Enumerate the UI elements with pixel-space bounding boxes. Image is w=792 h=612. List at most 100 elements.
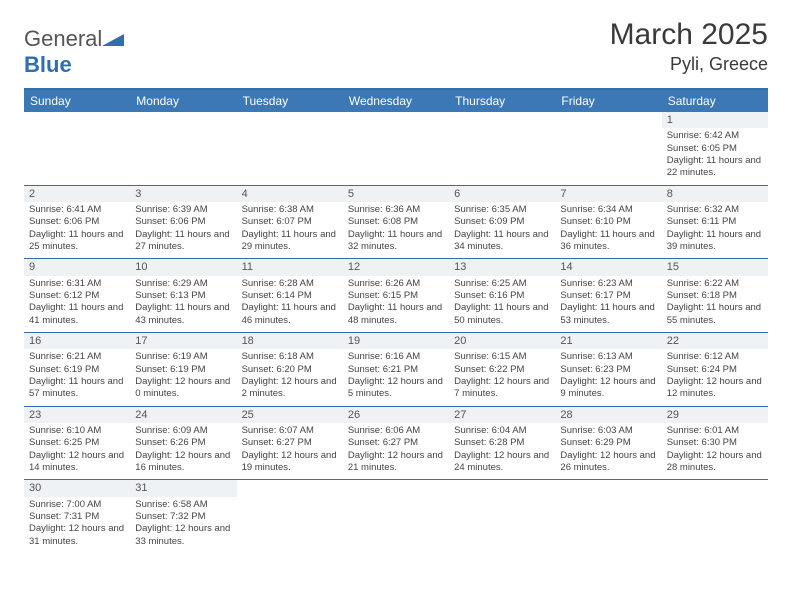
day-number: 8	[662, 186, 768, 202]
day-info: Sunrise: 6:10 AMSunset: 6:25 PMDaylight:…	[29, 425, 125, 474]
day-info: Sunrise: 6:58 AMSunset: 7:32 PMDaylight:…	[135, 499, 231, 548]
day-number: 25	[237, 407, 343, 423]
sunrise-text: Sunrise: 6:36 AM	[348, 204, 444, 216]
day-cell: 31Sunrise: 6:58 AMSunset: 7:32 PMDayligh…	[130, 480, 236, 553]
sunset-text: Sunset: 6:15 PM	[348, 290, 444, 302]
sunrise-text: Sunrise: 6:35 AM	[454, 204, 550, 216]
daylight-text: Daylight: 12 hours and 2 minutes.	[242, 376, 338, 401]
day-info: Sunrise: 6:38 AMSunset: 6:07 PMDaylight:…	[242, 204, 338, 253]
day-cell: 12Sunrise: 6:26 AMSunset: 6:15 PMDayligh…	[343, 259, 449, 332]
sunrise-text: Sunrise: 6:21 AM	[29, 351, 125, 363]
sunset-text: Sunset: 6:22 PM	[454, 364, 550, 376]
sunset-text: Sunset: 6:10 PM	[560, 216, 656, 228]
day-info: Sunrise: 6:07 AMSunset: 6:27 PMDaylight:…	[242, 425, 338, 474]
day-number: 30	[24, 480, 130, 496]
daylight-text: Daylight: 11 hours and 46 minutes.	[242, 302, 338, 327]
day-cell: 5Sunrise: 6:36 AMSunset: 6:08 PMDaylight…	[343, 186, 449, 259]
sunset-text: Sunset: 6:21 PM	[348, 364, 444, 376]
sunrise-text: Sunrise: 6:28 AM	[242, 278, 338, 290]
calendar-body: 1Sunrise: 6:42 AMSunset: 6:05 PMDaylight…	[24, 112, 768, 553]
day-cell: 28 Sunrise: 6:03 AMSunset: 6:29 PMDayligh…	[555, 407, 661, 480]
weekday-saturday: Saturday	[662, 90, 768, 112]
sunrise-text: Sunrise: 6:29 AM	[135, 278, 231, 290]
day-info: Sunrise: 6:31 AMSunset: 6:12 PMDaylight:…	[29, 278, 125, 327]
sunset-text: Sunset: 6:30 PM	[667, 437, 763, 449]
day-cell: 27Sunrise: 6:04 AMSunset: 6:28 PMDayligh…	[449, 407, 555, 480]
sunrise-text: Sunrise: 6:38 AM	[242, 204, 338, 216]
sunset-text: Sunset: 6:19 PM	[135, 364, 231, 376]
sunrise-text: Sunrise: 6:12 AM	[667, 351, 763, 363]
sunset-text: Sunset: 6:24 PM	[667, 364, 763, 376]
sunrise-text: Sunrise: 6:07 AM	[242, 425, 338, 437]
weekday-wednesday: Wednesday	[343, 90, 449, 112]
week-row: 23Sunrise: 6:10 AMSunset: 6:25 PMDayligh…	[24, 407, 768, 481]
sunrise-text: Sunrise: 6:26 AM	[348, 278, 444, 290]
day-number: 15	[662, 259, 768, 275]
daylight-text: Daylight: 11 hours and 43 minutes.	[135, 302, 231, 327]
sunrise-text: Sunrise: 6:31 AM	[29, 278, 125, 290]
day-info: Sunrise: 6:03 AMSunset: 6:29 PMDaylight:…	[560, 425, 656, 474]
sunset-text: Sunset: 6:16 PM	[454, 290, 550, 302]
sunrise-text: Sunrise: 6:10 AM	[29, 425, 125, 437]
sunset-text: Sunset: 6:06 PM	[135, 216, 231, 228]
brand-part1: General	[24, 26, 102, 51]
day-info: Sunrise: 6:26 AMSunset: 6:15 PMDaylight:…	[348, 278, 444, 327]
day-number: 28	[555, 407, 661, 423]
day-number: 22	[662, 333, 768, 349]
day-cell: 16Sunrise: 6:21 AMSunset: 6:19 PMDayligh…	[24, 333, 130, 406]
day-info: Sunrise: 6:01 AMSunset: 6:30 PMDaylight:…	[667, 425, 763, 474]
weekday-tuesday: Tuesday	[237, 90, 343, 112]
weekday-sunday: Sunday	[24, 90, 130, 112]
sunrise-text: Sunrise: 6:04 AM	[454, 425, 550, 437]
daylight-text: Daylight: 12 hours and 28 minutes.	[667, 450, 763, 475]
day-info: Sunrise: 6:06 AMSunset: 6:27 PMDaylight:…	[348, 425, 444, 474]
daylight-text: Daylight: 12 hours and 5 minutes.	[348, 376, 444, 401]
day-info: Sunrise: 6:16 AMSunset: 6:21 PMDaylight:…	[348, 351, 444, 400]
daylight-text: Daylight: 12 hours and 16 minutes.	[135, 450, 231, 475]
day-info: Sunrise: 6:19 AMSunset: 6:19 PMDaylight:…	[135, 351, 231, 400]
day-cell: 23Sunrise: 6:10 AMSunset: 6:25 PMDayligh…	[24, 407, 130, 480]
sunset-text: Sunset: 6:27 PM	[242, 437, 338, 449]
day-number: 2	[24, 186, 130, 202]
sunrise-text: Sunrise: 6:42 AM	[667, 130, 763, 142]
day-info: Sunrise: 6:25 AMSunset: 6:16 PMDaylight:…	[454, 278, 550, 327]
sunrise-text: Sunrise: 7:00 AM	[29, 499, 125, 511]
daylight-text: Daylight: 12 hours and 31 minutes.	[29, 523, 125, 548]
sunset-text: Sunset: 6:26 PM	[135, 437, 231, 449]
day-cell: 6 Sunrise: 6:35 AMSunset: 6:09 PMDaylight…	[449, 186, 555, 259]
empty-cell	[237, 480, 343, 553]
daylight-text: Daylight: 12 hours and 21 minutes.	[348, 450, 444, 475]
sunrise-text: Sunrise: 6:06 AM	[348, 425, 444, 437]
sunrise-text: Sunrise: 6:18 AM	[242, 351, 338, 363]
day-cell: 19 Sunrise: 6:16 AMSunset: 6:21 PMDayligh…	[343, 333, 449, 406]
daylight-text: Daylight: 12 hours and 9 minutes.	[560, 376, 656, 401]
day-cell: 26Sunrise: 6:06 AMSunset: 6:27 PMDayligh…	[343, 407, 449, 480]
daylight-text: Daylight: 11 hours and 57 minutes.	[29, 376, 125, 401]
day-number: 6	[449, 186, 555, 202]
day-cell: 29Sunrise: 6:01 AMSunset: 6:30 PMDayligh…	[662, 407, 768, 480]
daylight-text: Daylight: 12 hours and 7 minutes.	[454, 376, 550, 401]
sunset-text: Sunset: 6:06 PM	[29, 216, 125, 228]
week-row: 2Sunrise: 6:41 AMSunset: 6:06 PMDaylight…	[24, 186, 768, 260]
day-info: Sunrise: 6:23 AMSunset: 6:17 PMDaylight:…	[560, 278, 656, 327]
day-cell: 9Sunrise: 6:31 AMSunset: 6:12 PMDaylight…	[24, 259, 130, 332]
page-header: GeneralBlue March 2025 Pyli, Greece	[24, 18, 768, 78]
day-info: Sunrise: 6:35 AMSunset: 6:09 PMDaylight:…	[454, 204, 550, 253]
day-number: 19	[343, 333, 449, 349]
day-cell: 30Sunrise: 7:00 AMSunset: 7:31 PMDayligh…	[24, 480, 130, 553]
daylight-text: Daylight: 11 hours and 22 minutes.	[667, 155, 763, 180]
daylight-text: Daylight: 12 hours and 12 minutes.	[667, 376, 763, 401]
day-number: 4	[237, 186, 343, 202]
empty-cell	[130, 112, 236, 185]
day-cell: 3Sunrise: 6:39 AMSunset: 6:06 PMDaylight…	[130, 186, 236, 259]
day-number: 27	[449, 407, 555, 423]
sunset-text: Sunset: 6:11 PM	[667, 216, 763, 228]
sunrise-text: Sunrise: 6:16 AM	[348, 351, 444, 363]
sunset-text: Sunset: 6:18 PM	[667, 290, 763, 302]
day-cell: 10Sunrise: 6:29 AMSunset: 6:13 PMDayligh…	[130, 259, 236, 332]
day-info: Sunrise: 6:09 AMSunset: 6:26 PMDaylight:…	[135, 425, 231, 474]
day-number: 17	[130, 333, 236, 349]
sunrise-text: Sunrise: 6:01 AM	[667, 425, 763, 437]
sunset-text: Sunset: 6:20 PM	[242, 364, 338, 376]
empty-cell	[662, 480, 768, 553]
